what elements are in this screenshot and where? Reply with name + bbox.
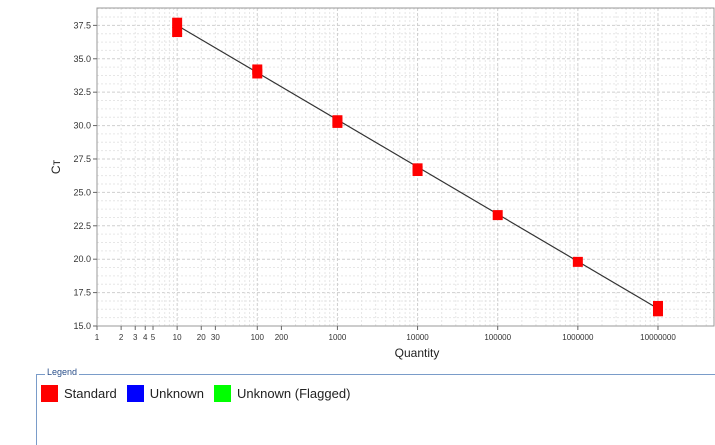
x-tick-label: 1 <box>95 333 100 342</box>
x-tick-label: 2 <box>119 333 124 342</box>
standard-point <box>492 210 503 221</box>
y-tick-label: 35.0 <box>73 54 91 64</box>
x-tick-label: 200 <box>275 333 289 342</box>
y-tick-label: 15.0 <box>73 321 91 331</box>
y-axis-title: Cт <box>49 159 63 174</box>
y-tick-label: 27.5 <box>73 154 91 164</box>
x-tick-label: 10000 <box>406 333 429 342</box>
x-tick-label: 1000000 <box>562 333 594 342</box>
standard-point <box>412 166 423 177</box>
legend-label-standard: Standard <box>64 386 117 401</box>
y-tick-label: 30.0 <box>73 121 91 131</box>
x-tick-label: 10 <box>173 333 182 342</box>
y-tick-label: 25.0 <box>73 187 91 197</box>
y-tick-label: 17.5 <box>73 288 91 298</box>
y-tick-label: 37.5 <box>73 20 91 30</box>
grid <box>96 8 715 327</box>
y-tick-label: 22.5 <box>73 221 91 231</box>
y-tick-label: 32.5 <box>73 87 91 97</box>
legend-item-standard: Standard <box>41 385 117 402</box>
x-tick-label: 3 <box>133 333 138 342</box>
y-tick-label: 20.0 <box>73 254 91 264</box>
x-tick-label: 20 <box>197 333 206 342</box>
standard-point <box>652 300 663 311</box>
unknown-flagged-swatch <box>213 385 231 402</box>
x-tick-label: 4 <box>143 333 148 342</box>
x-tick-label: 100 <box>251 333 265 342</box>
x-tick-label: 100000 <box>484 333 511 342</box>
x-axis-title: Quantity <box>395 346 440 360</box>
standard-swatch <box>41 385 58 402</box>
y-axis-ticks: 15.0 17.5 20.0 22.5 25.0 27.5 30.0 32.5 35.0 37.5 <box>73 20 97 331</box>
legend-title: Legend <box>45 367 80 377</box>
standard-curve-chart: 15.0 17.5 20.0 22.5 25.0 27.5 30.0 32.5 35.0 37.5… <box>49 7 715 360</box>
legend-item-unknown: Unknown <box>126 385 204 402</box>
standard-point <box>172 27 183 38</box>
x-tick-label: 1000 <box>329 333 347 342</box>
standard-point <box>172 17 183 28</box>
x-tick-label: 5 <box>151 333 156 342</box>
x-tick-label: 30 <box>211 333 220 342</box>
legend-panel: Legend Standard Unknown Unknown (Flagged… <box>36 367 715 445</box>
unknown-swatch <box>126 385 144 402</box>
x-axis-ticks: 1 2 3 4 5 10 20 30 100 200 1000 10000 100000 1000000 1… <box>95 326 676 342</box>
legend-label-unknown: Unknown <box>149 386 204 401</box>
x-tick-label: 10000000 <box>640 333 676 342</box>
legend-items: Standard Unknown Unknown (Flagged) <box>41 385 360 402</box>
standard-point <box>652 306 663 317</box>
legend-item-unknown-flagged: Unknown (Flagged) <box>213 385 351 402</box>
standard-point <box>572 256 583 267</box>
legend-label-unknown-flagged: Unknown (Flagged) <box>236 386 351 401</box>
data-points <box>172 17 663 317</box>
plot-frame <box>96 7 715 327</box>
standard-point <box>252 68 263 79</box>
standard-point <box>332 117 343 128</box>
